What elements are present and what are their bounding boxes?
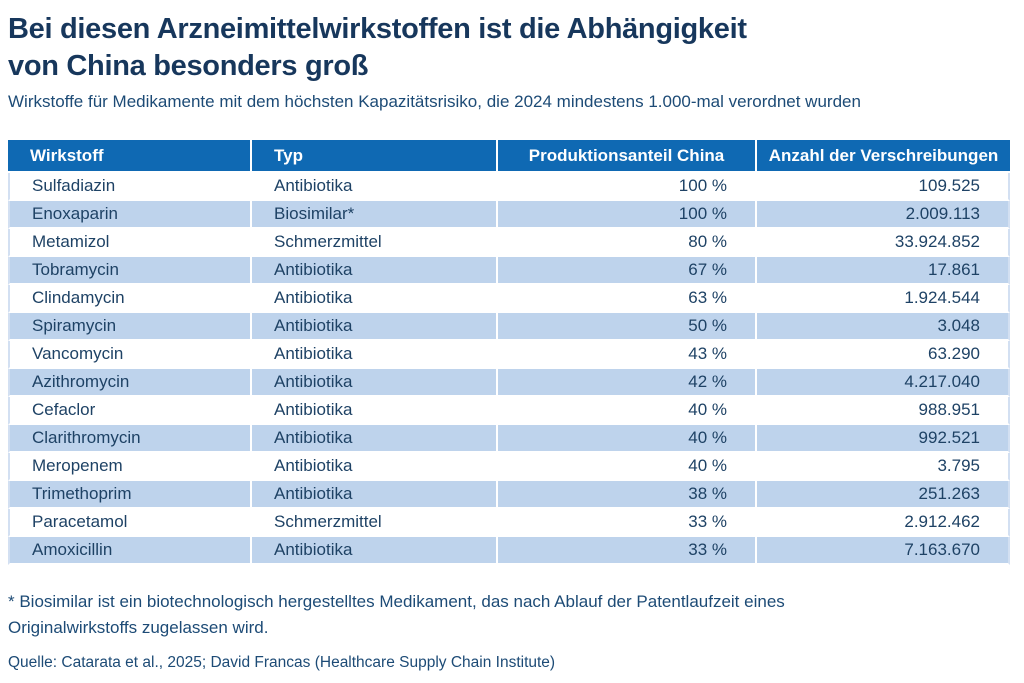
table-row: Trimethoprim Antibiotika 38 % 251.263 <box>8 481 1010 509</box>
cell-produktionsanteil: 67 % <box>498 257 757 285</box>
column-header-typ: Typ <box>252 140 498 173</box>
source-line: Quelle: Catarata et al., 2025; David Fra… <box>8 654 556 671</box>
cell-produktionsanteil: 63 % <box>498 285 757 313</box>
cell-wirkstoff: Spiramycin <box>8 313 252 341</box>
cell-produktionsanteil: 43 % <box>498 341 757 369</box>
cell-wirkstoff: Clindamycin <box>8 285 252 313</box>
cell-verschreibungen: 988.951 <box>757 397 1010 425</box>
cell-typ: Antibiotika <box>252 481 498 509</box>
table-row: Vancomycin Antibiotika 43 % 63.290 <box>8 341 1010 369</box>
cell-wirkstoff: Tobramycin <box>8 257 252 285</box>
table-row: Meropenem Antibiotika 40 % 3.795 <box>8 453 1010 481</box>
cell-typ: Antibiotika <box>252 173 498 201</box>
table-row: Amoxicillin Antibiotika 33 % 7.163.670 <box>8 537 1010 565</box>
cell-produktionsanteil: 33 % <box>498 537 757 565</box>
cell-wirkstoff: Paracetamol <box>8 509 252 537</box>
cell-verschreibungen: 3.048 <box>757 313 1010 341</box>
cell-produktionsanteil: 40 % <box>498 453 757 481</box>
table-row: Azithromycin Antibiotika 42 % 4.217.040 <box>8 369 1010 397</box>
cell-verschreibungen: 4.217.040 <box>757 369 1010 397</box>
table-row: Cefaclor Antibiotika 40 % 988.951 <box>8 397 1010 425</box>
column-header-wirkstoff: Wirkstoff <box>8 140 252 173</box>
table-row: Tobramycin Antibiotika 67 % 17.861 <box>8 257 1010 285</box>
table-row: Metamizol Schmerzmittel 80 % 33.924.852 <box>8 229 1010 257</box>
table-row: Spiramycin Antibiotika 50 % 3.048 <box>8 313 1010 341</box>
data-table: Wirkstoff Typ Produktionsanteil China An… <box>8 140 1010 565</box>
cell-produktionsanteil: 42 % <box>498 369 757 397</box>
cell-verschreibungen: 3.795 <box>757 453 1010 481</box>
cell-verschreibungen: 33.924.852 <box>757 229 1010 257</box>
page-subtitle: Wirkstoffe für Medikamente mit dem höchs… <box>8 92 861 111</box>
cell-verschreibungen: 992.521 <box>757 425 1010 453</box>
cell-typ: Antibiotika <box>252 537 498 565</box>
cell-wirkstoff: Meropenem <box>8 453 252 481</box>
table-row: Paracetamol Schmerzmittel 33 % 2.912.462 <box>8 509 1010 537</box>
cell-verschreibungen: 7.163.670 <box>757 537 1010 565</box>
cell-verschreibungen: 63.290 <box>757 341 1010 369</box>
cell-typ: Antibiotika <box>252 341 498 369</box>
cell-produktionsanteil: 100 % <box>498 173 757 201</box>
table-row: Enoxaparin Biosimilar* 100 % 2.009.113 <box>8 201 1010 229</box>
table-header-row: Wirkstoff Typ Produktionsanteil China An… <box>8 140 1010 173</box>
page-title: Bei diesen Arzneimittelwirkstoffen ist d… <box>8 11 1016 85</box>
footnote: * Biosimilar ist ein biotechnologisch he… <box>8 592 785 637</box>
cell-verschreibungen: 1.924.544 <box>757 285 1010 313</box>
cell-wirkstoff: Cefaclor <box>8 397 252 425</box>
cell-wirkstoff: Amoxicillin <box>8 537 252 565</box>
column-header-verschreibungen: Anzahl der Verschreibungen <box>757 140 1010 173</box>
cell-wirkstoff: Trimethoprim <box>8 481 252 509</box>
page-title-line-2: von China besonders groß <box>8 50 369 82</box>
cell-wirkstoff: Vancomycin <box>8 341 252 369</box>
cell-typ: Antibiotika <box>252 425 498 453</box>
cell-produktionsanteil: 33 % <box>498 509 757 537</box>
cell-wirkstoff: Clarithromycin <box>8 425 252 453</box>
cell-produktionsanteil: 50 % <box>498 313 757 341</box>
table-row: Sulfadiazin Antibiotika 100 % 109.525 <box>8 173 1010 201</box>
column-header-produktionsanteil: Produktionsanteil China <box>498 140 757 173</box>
cell-wirkstoff: Azithromycin <box>8 369 252 397</box>
table-row: Clindamycin Antibiotika 63 % 1.924.544 <box>8 285 1010 313</box>
cell-typ: Schmerzmittel <box>252 229 498 257</box>
cell-typ: Schmerzmittel <box>252 509 498 537</box>
cell-typ: Antibiotika <box>252 453 498 481</box>
cell-verschreibungen: 2.009.113 <box>757 201 1010 229</box>
cell-typ: Antibiotika <box>252 313 498 341</box>
cell-verschreibungen: 109.525 <box>757 173 1010 201</box>
cell-verschreibungen: 2.912.462 <box>757 509 1010 537</box>
cell-wirkstoff: Sulfadiazin <box>8 173 252 201</box>
page-title-line-1: Bei diesen Arzneimittelwirkstoffen ist d… <box>8 13 747 45</box>
cell-typ: Antibiotika <box>252 285 498 313</box>
cell-verschreibungen: 251.263 <box>757 481 1010 509</box>
table-row: Clarithromycin Antibiotika 40 % 992.521 <box>8 425 1010 453</box>
cell-wirkstoff: Metamizol <box>8 229 252 257</box>
cell-produktionsanteil: 100 % <box>498 201 757 229</box>
cell-produktionsanteil: 80 % <box>498 229 757 257</box>
cell-produktionsanteil: 38 % <box>498 481 757 509</box>
cell-typ: Biosimilar* <box>252 201 498 229</box>
cell-typ: Antibiotika <box>252 369 498 397</box>
cell-produktionsanteil: 40 % <box>498 425 757 453</box>
cell-wirkstoff: Enoxaparin <box>8 201 252 229</box>
cell-verschreibungen: 17.861 <box>757 257 1010 285</box>
cell-typ: Antibiotika <box>252 257 498 285</box>
cell-produktionsanteil: 40 % <box>498 397 757 425</box>
cell-typ: Antibiotika <box>252 397 498 425</box>
